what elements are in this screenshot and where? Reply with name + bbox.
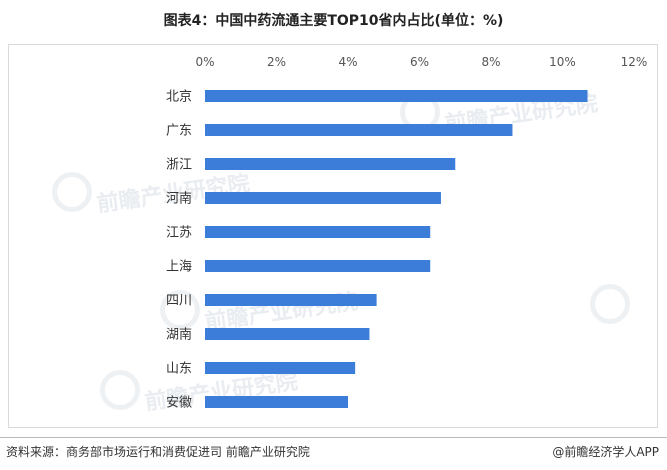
category-label: 湖南 bbox=[166, 327, 192, 343]
bar bbox=[205, 158, 456, 170]
bar bbox=[205, 90, 588, 102]
chart-title: 图表4：中国中药流通主要TOP10省内占比(单位：%) bbox=[163, 13, 504, 29]
category-label: 四川 bbox=[166, 294, 192, 309]
x-tick-label: 8% bbox=[481, 55, 500, 69]
bar bbox=[205, 260, 431, 272]
source-note: 资料来源：商务部市场运行和消费促进司 前瞻产业研究院 bbox=[6, 445, 310, 459]
watermark-logo-icon bbox=[100, 370, 140, 410]
category-label: 浙江 bbox=[166, 158, 192, 173]
bars bbox=[205, 90, 588, 408]
x-tick-label: 4% bbox=[338, 55, 357, 69]
bar bbox=[205, 362, 356, 374]
bar bbox=[205, 226, 431, 238]
x-tick-label: 0% bbox=[195, 55, 214, 69]
category-label: 北京 bbox=[166, 90, 192, 105]
watermark-logo-icon bbox=[590, 284, 630, 324]
x-tick-label: 2% bbox=[267, 55, 286, 69]
x-tick-label: 6% bbox=[410, 55, 429, 69]
category-label: 安徽 bbox=[166, 396, 192, 411]
bar bbox=[205, 396, 348, 408]
x-tick-label: 10% bbox=[549, 55, 576, 69]
x-axis-ticks: 0% 2% 4% 6% 8% 10% 12% bbox=[195, 55, 647, 69]
brand-label: @前瞻经济学人APP bbox=[552, 445, 659, 459]
bar bbox=[205, 294, 377, 306]
category-label: 山东 bbox=[166, 362, 192, 377]
category-label: 江苏 bbox=[166, 225, 192, 241]
category-label: 上海 bbox=[166, 260, 192, 275]
bar bbox=[205, 328, 370, 340]
chart-frame bbox=[8, 44, 658, 428]
footer-divider bbox=[0, 437, 667, 438]
watermark-logo-icon bbox=[160, 290, 200, 330]
bar bbox=[205, 124, 513, 136]
bar bbox=[205, 192, 441, 204]
category-label: 河南 bbox=[166, 191, 192, 207]
category-label: 广东 bbox=[166, 124, 192, 139]
x-tick-label: 12% bbox=[621, 55, 648, 69]
watermark-logo-icon bbox=[52, 172, 92, 212]
